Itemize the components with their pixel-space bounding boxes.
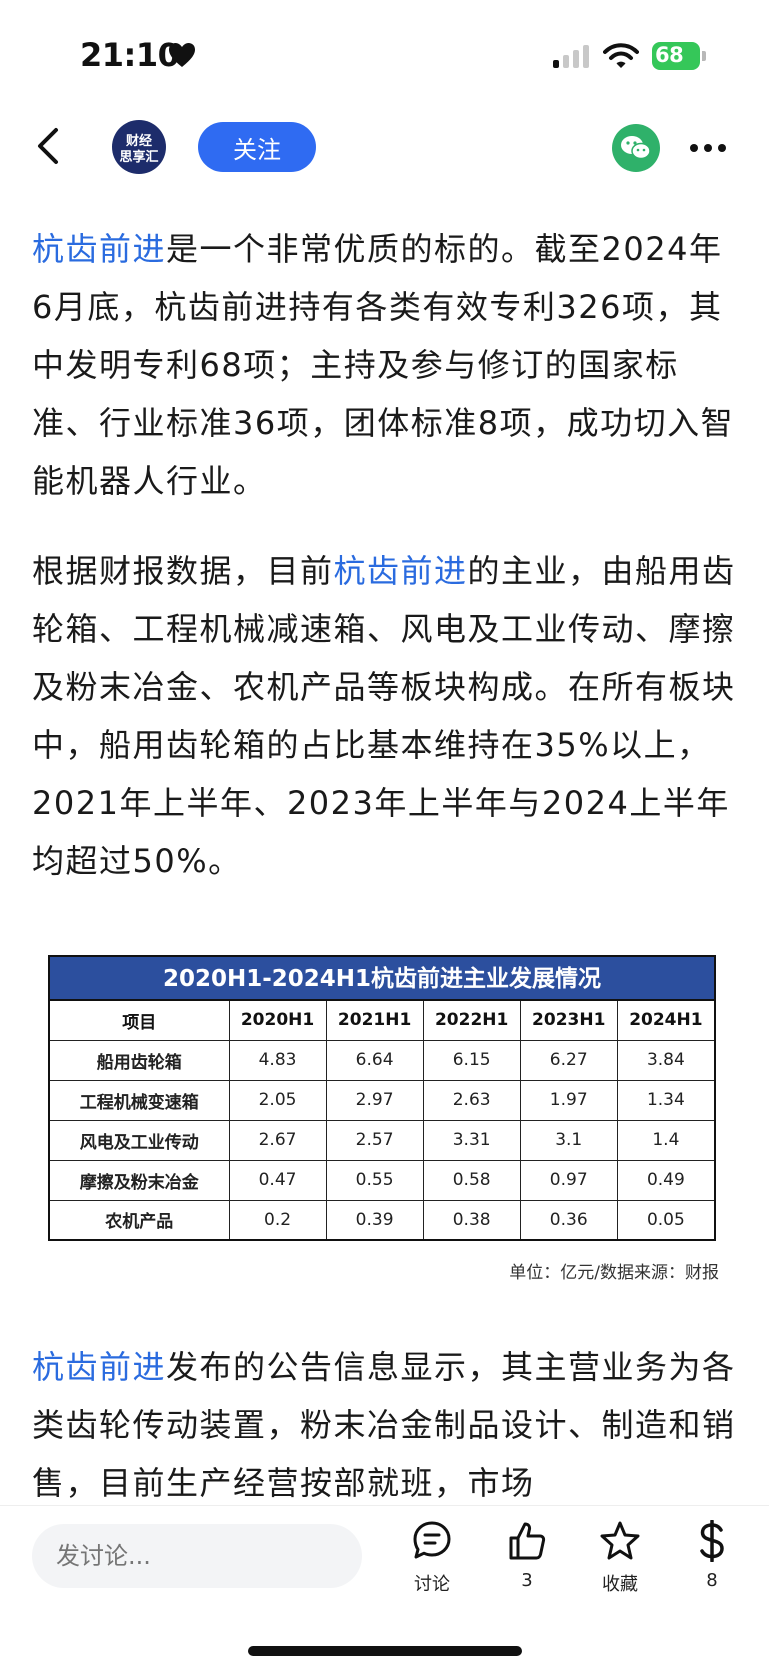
table-title: 2020H1-2024H1杭齿前进主业发展情况 bbox=[48, 955, 716, 999]
home-indicator bbox=[248, 1646, 522, 1656]
article-paragraph-2: 根据财报数据，目前杭齿前进的主业，由船用齿轮箱、工程机械减速箱、风电及工业传动、… bbox=[32, 542, 742, 890]
table-row: 工程机械变速箱 2.05 2.97 2.63 1.97 1.34 bbox=[48, 1079, 716, 1121]
table-header-cell: 2022H1 bbox=[422, 999, 521, 1041]
table-cell: 0.36 bbox=[519, 1199, 618, 1241]
author-avatar[interactable]: 财经 思享汇 bbox=[112, 120, 166, 174]
wechat-icon bbox=[621, 136, 651, 160]
stock-link[interactable]: 杭齿前进 bbox=[333, 552, 468, 590]
table-cell: 1.4 bbox=[616, 1119, 716, 1161]
table-cell: 风电及工业传动 bbox=[48, 1119, 230, 1161]
table-cell: 2.63 bbox=[422, 1079, 521, 1121]
table-row: 风电及工业传动 2.67 2.57 3.31 3.1 1.4 bbox=[48, 1119, 716, 1161]
table-cell: 2.97 bbox=[325, 1079, 424, 1121]
table-cell: 0.47 bbox=[228, 1159, 327, 1201]
battery-level: 68 bbox=[655, 43, 684, 67]
table-cell: 0.38 bbox=[422, 1199, 521, 1241]
table-cell: 3.31 bbox=[422, 1119, 521, 1161]
paragraph-text: 根据财报数据，目前 bbox=[32, 552, 334, 590]
table-cell: 1.97 bbox=[519, 1079, 618, 1121]
avatar-text-line1: 财经 bbox=[125, 134, 152, 149]
table-header-cell: 2020H1 bbox=[228, 999, 327, 1041]
more-options-icon[interactable] bbox=[686, 132, 730, 164]
table-cell: 4.83 bbox=[228, 1039, 327, 1081]
battery-cap bbox=[702, 51, 706, 61]
follow-button[interactable]: 关注 bbox=[198, 122, 316, 172]
paragraph-text: 是一个非常优质的标的。截至2024年6月底，杭齿前进持有各类有效专利326项，其… bbox=[32, 230, 735, 500]
table-cell: 工程机械变速箱 bbox=[48, 1079, 230, 1121]
reward-count: 8 bbox=[706, 1570, 718, 1591]
reward-button[interactable]: 8 bbox=[672, 1520, 752, 1600]
table-cell: 3.1 bbox=[519, 1119, 618, 1161]
table-header-cell: 2024H1 bbox=[616, 999, 716, 1041]
stock-link[interactable]: 杭齿前进 bbox=[32, 1348, 167, 1386]
business-table-image[interactable]: 2020H1-2024H1杭齿前进主业发展情况 项目 2020H1 2021H1… bbox=[48, 955, 716, 1241]
favorite-button[interactable]: 收藏 bbox=[580, 1520, 660, 1600]
table-cell: 3.84 bbox=[616, 1039, 716, 1081]
table-cell: 0.58 bbox=[422, 1159, 521, 1201]
article-body-continued: 杭齿前进发布的公告信息显示，其主营业务为各类齿轮传动装置，粉末冶金制品设计、制造… bbox=[32, 1338, 742, 1544]
status-time: 21:10 bbox=[80, 36, 180, 74]
status-bar: 21:10 68 bbox=[0, 0, 769, 110]
bottom-action-bar: 讨论 3 收藏 8 bbox=[0, 1505, 769, 1665]
table-header-cell: 2023H1 bbox=[519, 999, 618, 1041]
table-cell: 0.2 bbox=[228, 1199, 327, 1241]
comment-input[interactable] bbox=[32, 1524, 362, 1588]
like-button[interactable]: 3 bbox=[487, 1520, 567, 1600]
table-row: 船用齿轮箱 4.83 6.64 6.15 6.27 3.84 bbox=[48, 1039, 716, 1081]
heart-icon bbox=[169, 43, 195, 67]
table-header-row: 项目 2020H1 2021H1 2022H1 2023H1 2024H1 bbox=[48, 999, 716, 1041]
dollar-icon bbox=[700, 1520, 724, 1562]
cellular-signal-icon bbox=[553, 45, 589, 68]
table-cell: 0.05 bbox=[616, 1199, 716, 1241]
table-cell: 2.57 bbox=[325, 1119, 424, 1161]
table-cell: 0.39 bbox=[325, 1199, 424, 1241]
table-cell: 0.97 bbox=[519, 1159, 618, 1201]
wechat-share-button[interactable] bbox=[612, 124, 660, 172]
battery-body: 68 bbox=[652, 42, 700, 70]
back-arrow-icon[interactable] bbox=[30, 124, 70, 168]
table-cell: 6.64 bbox=[325, 1039, 424, 1081]
table-header-cell: 项目 bbox=[48, 999, 230, 1041]
stock-link[interactable]: 杭齿前进 bbox=[32, 230, 167, 268]
table-cell: 船用齿轮箱 bbox=[48, 1039, 230, 1081]
table-cell: 6.27 bbox=[519, 1039, 618, 1081]
table-cell: 0.55 bbox=[325, 1159, 424, 1201]
star-icon bbox=[600, 1521, 640, 1560]
table-cell: 0.49 bbox=[616, 1159, 716, 1201]
battery-indicator: 68 bbox=[652, 42, 706, 70]
wifi-icon bbox=[603, 43, 639, 68]
table-cell: 6.15 bbox=[422, 1039, 521, 1081]
table-header-cell: 2021H1 bbox=[325, 999, 424, 1041]
paragraph-text: 发布的公告信息显示，其主营业务为各类齿轮传动装置，粉末冶金制品设计、制造和销售，… bbox=[32, 1348, 736, 1502]
article-paragraph-3: 杭齿前进发布的公告信息显示，其主营业务为各类齿轮传动装置，粉末冶金制品设计、制造… bbox=[32, 1338, 742, 1512]
table-cell: 1.34 bbox=[616, 1079, 716, 1121]
article-body: 杭齿前进是一个非常优质的标的。截至2024年6月底，杭齿前进持有各类有效专利32… bbox=[32, 220, 742, 922]
table-row: 农机产品 0.2 0.39 0.38 0.36 0.05 bbox=[48, 1199, 716, 1241]
table-cell: 2.67 bbox=[228, 1119, 327, 1161]
avatar-text-line2: 思享汇 bbox=[119, 150, 159, 165]
article-paragraph-1: 杭齿前进是一个非常优质的标的。截至2024年6月底，杭齿前进持有各类有效专利32… bbox=[32, 220, 742, 510]
business-table: 2020H1-2024H1杭齿前进主业发展情况 项目 2020H1 2021H1… bbox=[48, 955, 716, 1241]
table-cell: 2.05 bbox=[228, 1079, 327, 1121]
top-nav: 财经 思享汇 关注 bbox=[0, 110, 769, 190]
table-cell: 摩擦及粉末冶金 bbox=[48, 1159, 230, 1201]
discuss-label: 讨论 bbox=[414, 1574, 450, 1595]
table-row: 摩擦及粉末冶金 0.47 0.55 0.58 0.97 0.49 bbox=[48, 1159, 716, 1201]
paragraph-text: 的主业，由船用齿轮箱、工程机械减速箱、风电及工业传动、摩擦及粉末冶金、农机产品等… bbox=[32, 552, 736, 880]
discuss-button[interactable]: 讨论 bbox=[392, 1520, 472, 1600]
table-cell: 农机产品 bbox=[48, 1199, 230, 1241]
like-count: 3 bbox=[521, 1570, 533, 1591]
thumbs-up-icon bbox=[509, 1522, 546, 1560]
table-source-note: 单位：亿元/数据来源：财报 bbox=[509, 1263, 719, 1283]
favorite-label: 收藏 bbox=[602, 1574, 638, 1595]
discuss-icon bbox=[413, 1521, 451, 1559]
